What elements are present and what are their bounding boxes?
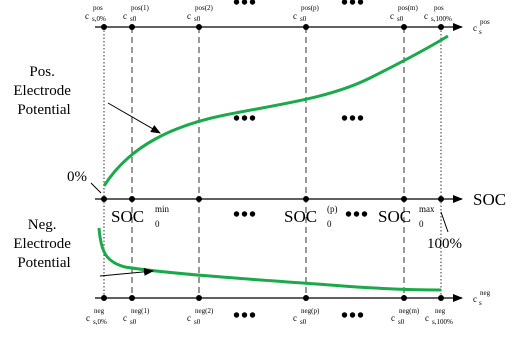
ellipsis-soc-1: ••• [233,204,257,226]
svg-text:neg(2): neg(2) [195,307,214,315]
svg-text:pos: pos [480,18,490,26]
svg-text:pos: pos [93,4,103,12]
svg-text:neg(p): neg(p) [301,307,320,315]
svg-text:s0: s0 [194,15,201,23]
neg-label-pointer [99,267,154,277]
svg-text:c: c [391,313,395,323]
bottom-tick-label-m: c neg(m) s0 [391,307,420,326]
top-tick-label-0: c pos s,0% [85,4,106,23]
svg-text:s0: s0 [194,318,201,326]
bottom-axis-name: c neg s [473,289,491,307]
svg-text:c: c [86,313,90,323]
svg-text:pos(1): pos(1) [131,4,150,12]
ellipsis-bottom-2: ••• [341,305,365,327]
soc-tick-max: SOC max 0 [378,204,435,229]
svg-text:c: c [123,11,127,21]
svg-text:c: c [425,313,429,323]
svg-text:c: c [473,294,477,304]
svg-text:s0: s0 [130,318,137,326]
svg-text:c: c [85,11,89,21]
soc-axis-label: SOC [473,190,506,209]
svg-text:s: s [479,299,482,307]
svg-text:pos(m): pos(m) [398,4,419,12]
svg-text:0: 0 [155,219,160,229]
svg-text:neg: neg [480,289,491,297]
svg-text:SOC: SOC [284,207,317,226]
svg-text:c: c [293,11,297,21]
svg-text:s0: s0 [397,15,404,23]
svg-text:0: 0 [419,219,424,229]
ellipsis-soc-2: ••• [345,204,369,226]
svg-text:s0: s0 [300,15,307,23]
bottom-tick-label-0: c neg s,0% [86,307,107,326]
svg-text:s,100%: s,100% [432,318,453,326]
bottom-tick-label-2: c neg(2) s0 [187,307,214,326]
svg-text:neg(m): neg(m) [399,307,420,315]
svg-text:neg(1): neg(1) [131,307,150,315]
svg-text:neg: neg [94,307,105,315]
bottom-tick-label-100pct: c neg s,100% [425,307,453,326]
positive-electrode-curve [102,34,449,187]
soc-tick-labels: SOC min 0 SOC (p) 0 SOC max 0 [111,204,435,229]
ellipsis-top-axis-1: ••• [233,0,257,14]
svg-text:s0: s0 [130,15,137,23]
svg-text:SOC: SOC [378,207,411,226]
svg-text:s0: s0 [300,318,307,326]
svg-text:(p): (p) [327,204,338,214]
bottom-tick-label-p: c neg(p) s0 [293,307,320,326]
top-tick-label-p: c pos(p) s0 [293,4,320,23]
top-tick-label-2: c pos(2) s0 [187,4,214,23]
zero-pct-pointer [90,182,102,194]
svg-text:c: c [187,313,191,323]
bottom-tick-label-1: c neg(1) s0 [123,307,150,326]
svg-text:s0: s0 [398,318,405,326]
svg-text:c: c [390,11,394,21]
top-tick-label-100pct: c pos s,100% [424,4,452,23]
pos-electrode-label: Pos. Electrode Potential [13,64,74,118]
svg-text:neg: neg [435,307,446,315]
ellipsis-bottom-1: ••• [233,305,257,327]
svg-text:c: c [293,313,297,323]
svg-text:c: c [473,23,477,33]
svg-text:c: c [187,11,191,21]
svg-text:c: c [123,313,127,323]
top-axis-ticks: c pos s,0% c pos(1) s0 c pos(2) s0 c pos… [85,4,490,36]
svg-text:c: c [424,11,428,21]
zero-percent-label: 0% [67,169,87,185]
svg-text:max: max [419,204,435,214]
bottom-axis-ticks: c neg s,0% c neg(1) s0 c neg(2) s0 c neg… [86,289,491,326]
svg-text:s,0%: s,0% [92,15,106,23]
svg-text:pos(2): pos(2) [195,4,214,12]
tick-dots [101,24,444,301]
svg-text:pos(p): pos(p) [301,4,320,12]
hundred-pct-pointer [440,211,449,233]
svg-text:s,100%: s,100% [431,15,452,23]
hundred-percent-label: 100% [427,236,462,252]
svg-text:min: min [155,204,170,214]
svg-text:s,0%: s,0% [93,318,107,326]
soc-tick-p: SOC (p) 0 [284,204,338,229]
top-tick-label-1: c pos(1) s0 [123,4,150,23]
top-axis-name: c pos s [473,18,490,36]
neg-electrode-label: Neg. Electrode Potential [13,217,74,271]
ellipsis-top-middle-1: ••• [233,108,257,130]
soc-tick-min: SOC min 0 [111,204,170,229]
svg-text:s: s [479,28,482,36]
svg-text:SOC: SOC [111,207,144,226]
svg-text:0: 0 [327,219,332,229]
ellipsis-top-middle-2: ••• [341,108,365,130]
pos-label-pointer [107,102,161,134]
top-tick-label-m: c pos(m) s0 [390,4,419,23]
svg-text:pos: pos [434,4,444,12]
ellipsis-top-axis-2: ••• [341,0,365,14]
negative-electrode-curve [97,227,442,292]
